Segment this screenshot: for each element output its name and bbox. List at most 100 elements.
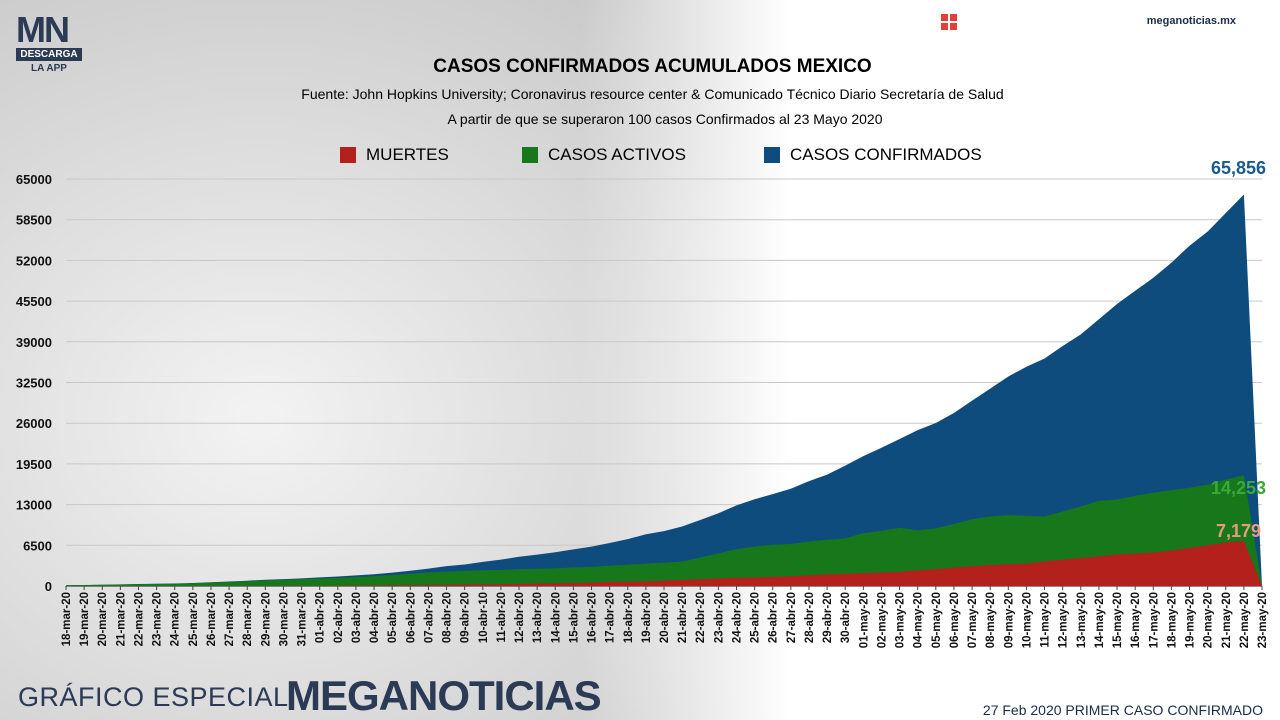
x-tick-label: 25-mar-20: [188, 592, 200, 646]
x-tick-label: 23-abr-20: [713, 592, 725, 643]
x-tick-label: 19-abr-20: [641, 592, 653, 643]
chart-subtitle: Fuente: John Hopkins University; Coronav…: [301, 86, 1004, 102]
y-tick-label: 58500: [16, 213, 52, 228]
x-tick-label: 09-abr-20: [460, 592, 472, 643]
brand-logo: MEGANOTICIAS: [286, 672, 602, 719]
x-tick-label: 08-abr-20: [442, 592, 454, 643]
x-tick-label: 06-may-20: [949, 592, 961, 648]
legend-label: CASOS CONFIRMADOS: [790, 145, 982, 164]
x-tick-label: 28-abr-20: [804, 592, 816, 643]
x-tick-label: 21-may-20: [1221, 592, 1233, 648]
x-tick-label: 17-may-20: [1148, 592, 1160, 648]
x-tick-label: 07-may-20: [967, 592, 979, 648]
series-area-casos-activos: [66, 475, 1262, 586]
y-tick-label: 45500: [16, 294, 52, 309]
legend-swatch: [764, 147, 780, 163]
footer-section-label: GRÁFICO ESPECIAL: [18, 682, 289, 712]
x-tick-label: 22-mar-20: [133, 592, 145, 646]
y-tick-label: 6500: [23, 538, 52, 553]
download-app-sublabel: LA APP: [31, 63, 67, 74]
legend-swatch: [340, 147, 356, 163]
x-tick-label: 04-abr-20: [369, 592, 381, 643]
x-tick-label: 21-mar-20: [115, 592, 127, 646]
x-tick-label: 03-abr-20: [351, 592, 363, 643]
legend-item-muertes: MUERTES: [340, 145, 522, 165]
x-tick-label: 28-mar-20: [242, 592, 254, 646]
download-app-label: DESCARGA: [16, 48, 82, 61]
x-tick-label: 02-abr-20: [333, 592, 345, 643]
x-tick-label: 14-may-20: [1094, 592, 1106, 648]
legend-swatch: [522, 147, 538, 163]
y-tick-label: 19500: [16, 457, 52, 472]
x-tick-label: 30-mar-20: [278, 592, 290, 646]
x-tick-label: 07-abr-20: [423, 592, 435, 643]
x-tick-label: 22-abr-20: [695, 592, 707, 643]
x-tick-label: 01-abr-20: [315, 592, 327, 643]
x-tick-label: 05-may-20: [931, 592, 943, 648]
x-tick-label: 02-may-20: [876, 592, 888, 648]
x-tick-label: 16-abr-20: [587, 592, 599, 643]
x-tick-label: 31-mar-20: [297, 592, 309, 646]
x-tick-label: 21-abr-20: [677, 592, 689, 643]
x-tick-label: 18-abr-20: [623, 592, 635, 643]
x-tick-label: 13-abr-20: [532, 592, 544, 643]
x-tick-label: 10-may-20: [1021, 592, 1033, 648]
chart-legend: MUERTES CASOS ACTIVOS CASOS CONFIRMADOS: [340, 145, 982, 165]
legend-item-confirmados: CASOS CONFIRMADOS: [764, 145, 982, 165]
x-tick-label: 25-abr-20: [750, 592, 762, 643]
y-tick-label: 32500: [16, 376, 52, 391]
x-tick-label: 17-abr-20: [605, 592, 617, 643]
x-tick-label: 14-abr-20: [550, 592, 562, 643]
x-tick-label: 13-may-20: [1076, 592, 1088, 648]
x-tick-label: 27-abr-20: [786, 592, 798, 643]
x-tick-label: 18-mar-20: [61, 592, 73, 646]
x-tick-label: 11-abr-20: [496, 592, 508, 643]
x-tick-label: 08-may-20: [985, 592, 997, 648]
site-url[interactable]: meganoticias.mx: [1146, 15, 1236, 27]
x-tick-label: 09-may-20: [1003, 592, 1015, 648]
x-tick-label: 06-abr-20: [405, 592, 417, 643]
x-tick-label: 01-may-20: [858, 592, 870, 648]
y-tick-label: 52000: [16, 253, 52, 268]
x-tick-label: 19-may-20: [1185, 592, 1197, 648]
logo-text: MN: [16, 9, 70, 50]
chart-title: CASOS CONFIRMADOS ACUMULADOS MEXICO: [433, 56, 872, 77]
x-tick-label: 03-may-20: [895, 592, 907, 648]
y-tick-label: 65000: [16, 172, 52, 187]
legend-item-activos: CASOS ACTIVOS: [522, 145, 764, 165]
x-tick-label: 20-abr-20: [659, 592, 671, 643]
legend-label: CASOS ACTIVOS: [548, 145, 686, 164]
x-tick-label: 20-mar-20: [97, 592, 109, 646]
x-tick-label: 22-may-20: [1239, 592, 1251, 648]
chart-subtitle-2: A partir de que se superaron 100 casos C…: [447, 111, 883, 127]
series-area-muertes: [66, 541, 1262, 586]
y-tick-label: 0: [45, 579, 52, 594]
y-tick-label: 26000: [16, 416, 52, 431]
x-tick-label: 04-may-20: [913, 592, 925, 648]
x-tick-label: 29-mar-20: [260, 592, 272, 646]
x-tick-label: 20-may-20: [1203, 592, 1215, 648]
data-label-casos-activos: 14,253: [1211, 478, 1266, 498]
grid-icon[interactable]: [941, 14, 957, 30]
x-tick-label: 16-may-20: [1130, 592, 1142, 648]
y-tick-label: 39000: [16, 335, 52, 350]
data-label-casos-confirmados: 65,856: [1211, 158, 1266, 178]
x-tick-label: 15-abr-20: [568, 592, 580, 643]
x-tick-label: 24-mar-20: [170, 592, 182, 646]
x-tick-label: 19-mar-20: [79, 592, 91, 646]
x-tick-label: 15-may-20: [1112, 592, 1124, 648]
x-tick-label: 12-abr-20: [514, 592, 526, 643]
x-tick-label: 23-mar-20: [152, 592, 164, 646]
series-area-casos-confirmados: [66, 194, 1262, 586]
app-logo[interactable]: MN DESCARGA LA APP: [16, 9, 82, 74]
x-tick-label: 30-abr-20: [840, 592, 852, 643]
x-tick-label: 24-abr-20: [731, 592, 743, 643]
y-tick-label: 13000: [16, 498, 52, 513]
footer-note: 27 Feb 2020 PRIMER CASO CONFIRMADO: [982, 702, 1263, 718]
x-tick-label: 18-may-20: [1166, 592, 1178, 648]
x-tick-label: 27-mar-20: [224, 592, 236, 646]
x-tick-label: 26-abr-20: [768, 592, 780, 643]
x-tick-label: 12-may-20: [1058, 592, 1070, 648]
x-tick-label: 10-abr-10: [478, 592, 490, 643]
